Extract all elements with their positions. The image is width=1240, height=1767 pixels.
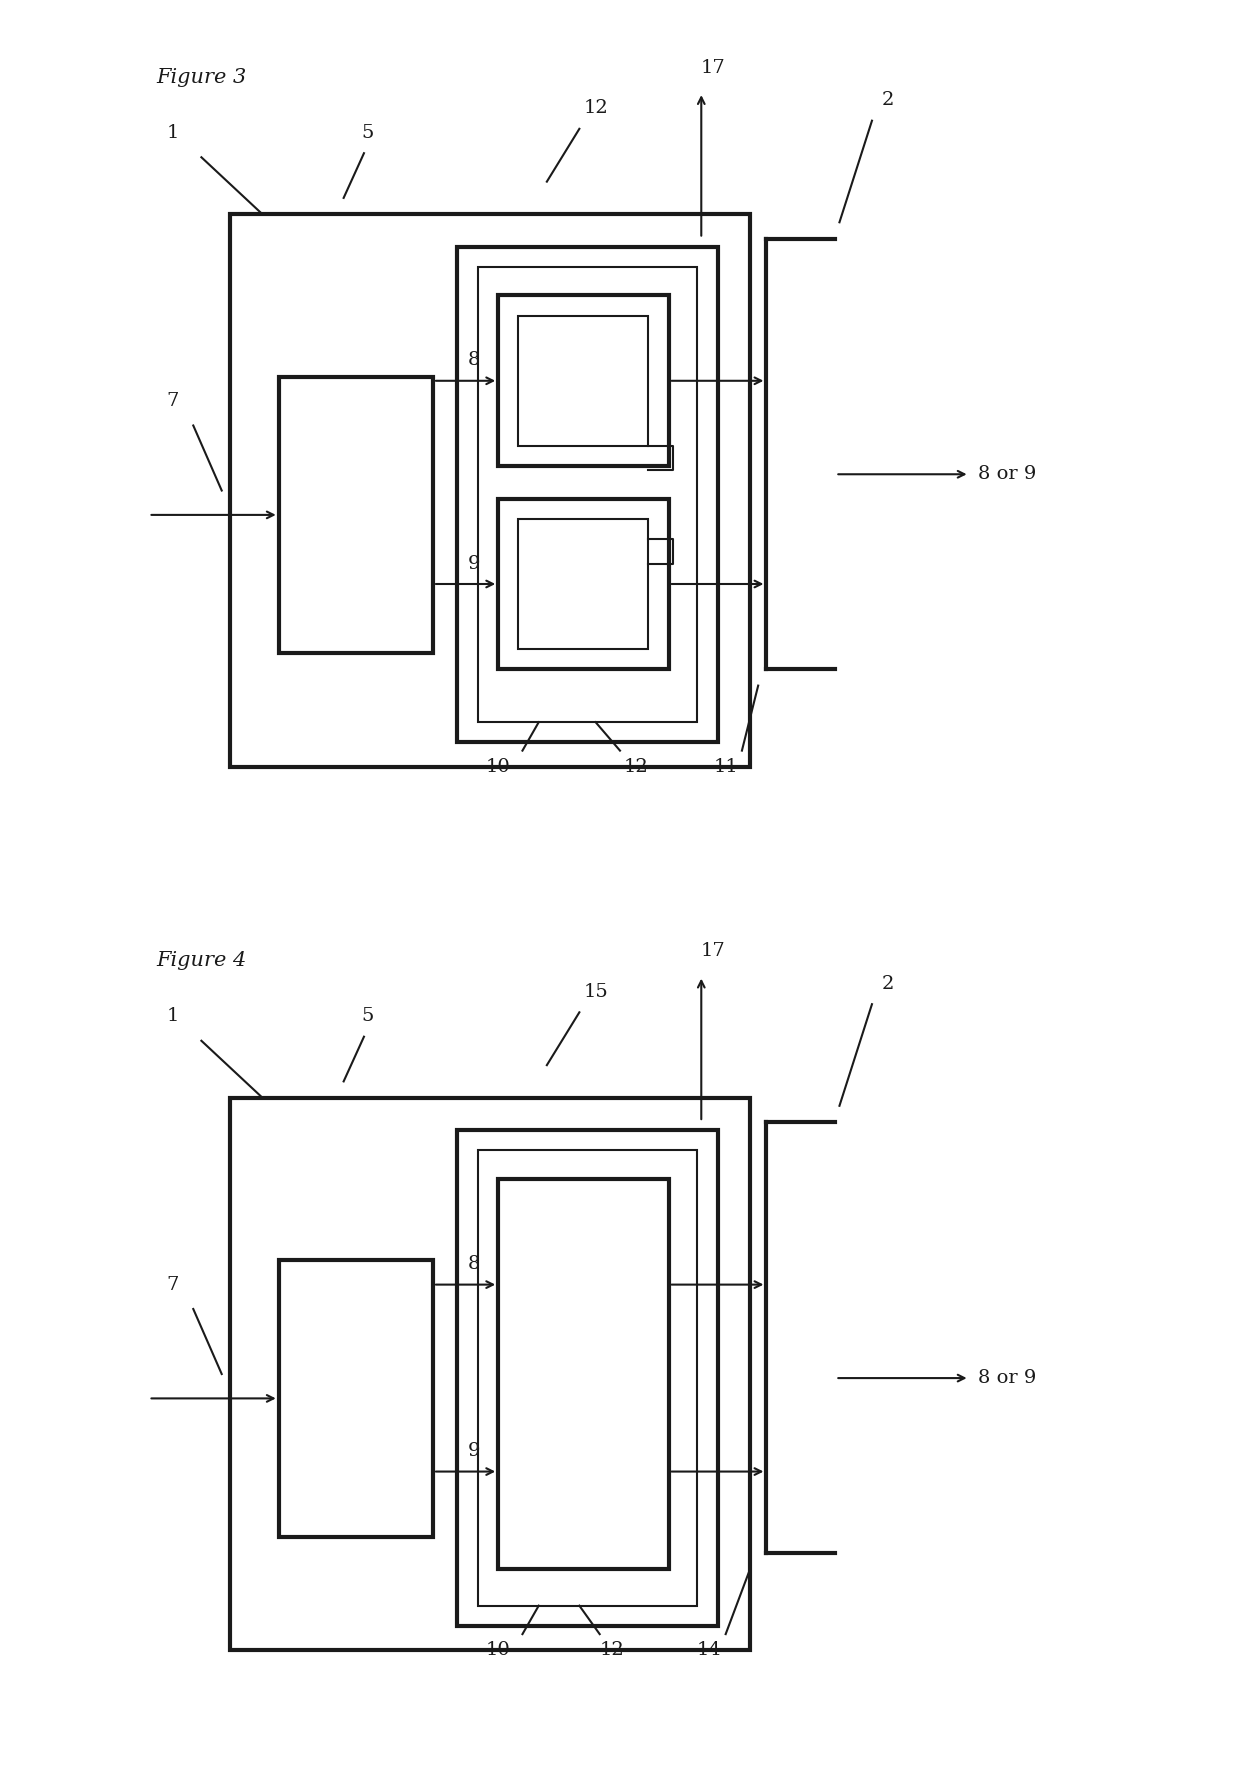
Text: 8 or 9: 8 or 9 (977, 1369, 1035, 1387)
Text: Figure 3: Figure 3 (156, 67, 247, 87)
Text: 7: 7 (166, 392, 179, 410)
Text: 12: 12 (583, 99, 608, 117)
Text: 1: 1 (166, 1007, 179, 1025)
Text: 7: 7 (166, 1276, 179, 1293)
Text: 12: 12 (599, 1642, 624, 1659)
Text: 9: 9 (467, 555, 480, 573)
Text: 8 or 9: 8 or 9 (977, 465, 1035, 482)
Bar (279, 376, 433, 654)
Text: 17: 17 (701, 58, 725, 76)
Text: 1: 1 (166, 124, 179, 141)
Bar (458, 1131, 718, 1626)
Text: 11: 11 (713, 758, 738, 776)
Bar (498, 1179, 668, 1569)
Bar (498, 498, 668, 670)
Text: 2: 2 (882, 975, 894, 993)
Text: 9: 9 (467, 1442, 480, 1460)
Text: 14: 14 (697, 1642, 722, 1659)
Bar (229, 1097, 750, 1650)
Bar (229, 214, 750, 767)
Text: 8: 8 (467, 352, 480, 369)
Bar (458, 247, 718, 742)
Bar (279, 1260, 433, 1537)
Text: 15: 15 (583, 982, 608, 1000)
Bar (518, 316, 649, 445)
Text: 10: 10 (486, 758, 511, 776)
Text: 10: 10 (486, 1642, 511, 1659)
Text: 2: 2 (882, 92, 894, 110)
Text: 17: 17 (701, 942, 725, 959)
Text: 12: 12 (624, 758, 649, 776)
Bar (477, 1150, 697, 1606)
Text: 5: 5 (362, 124, 374, 141)
Text: 5: 5 (362, 1007, 374, 1025)
Bar (518, 519, 649, 648)
Text: 8: 8 (467, 1255, 480, 1274)
Bar (477, 267, 697, 723)
Bar (498, 295, 668, 466)
Text: Figure 4: Figure 4 (156, 951, 247, 970)
